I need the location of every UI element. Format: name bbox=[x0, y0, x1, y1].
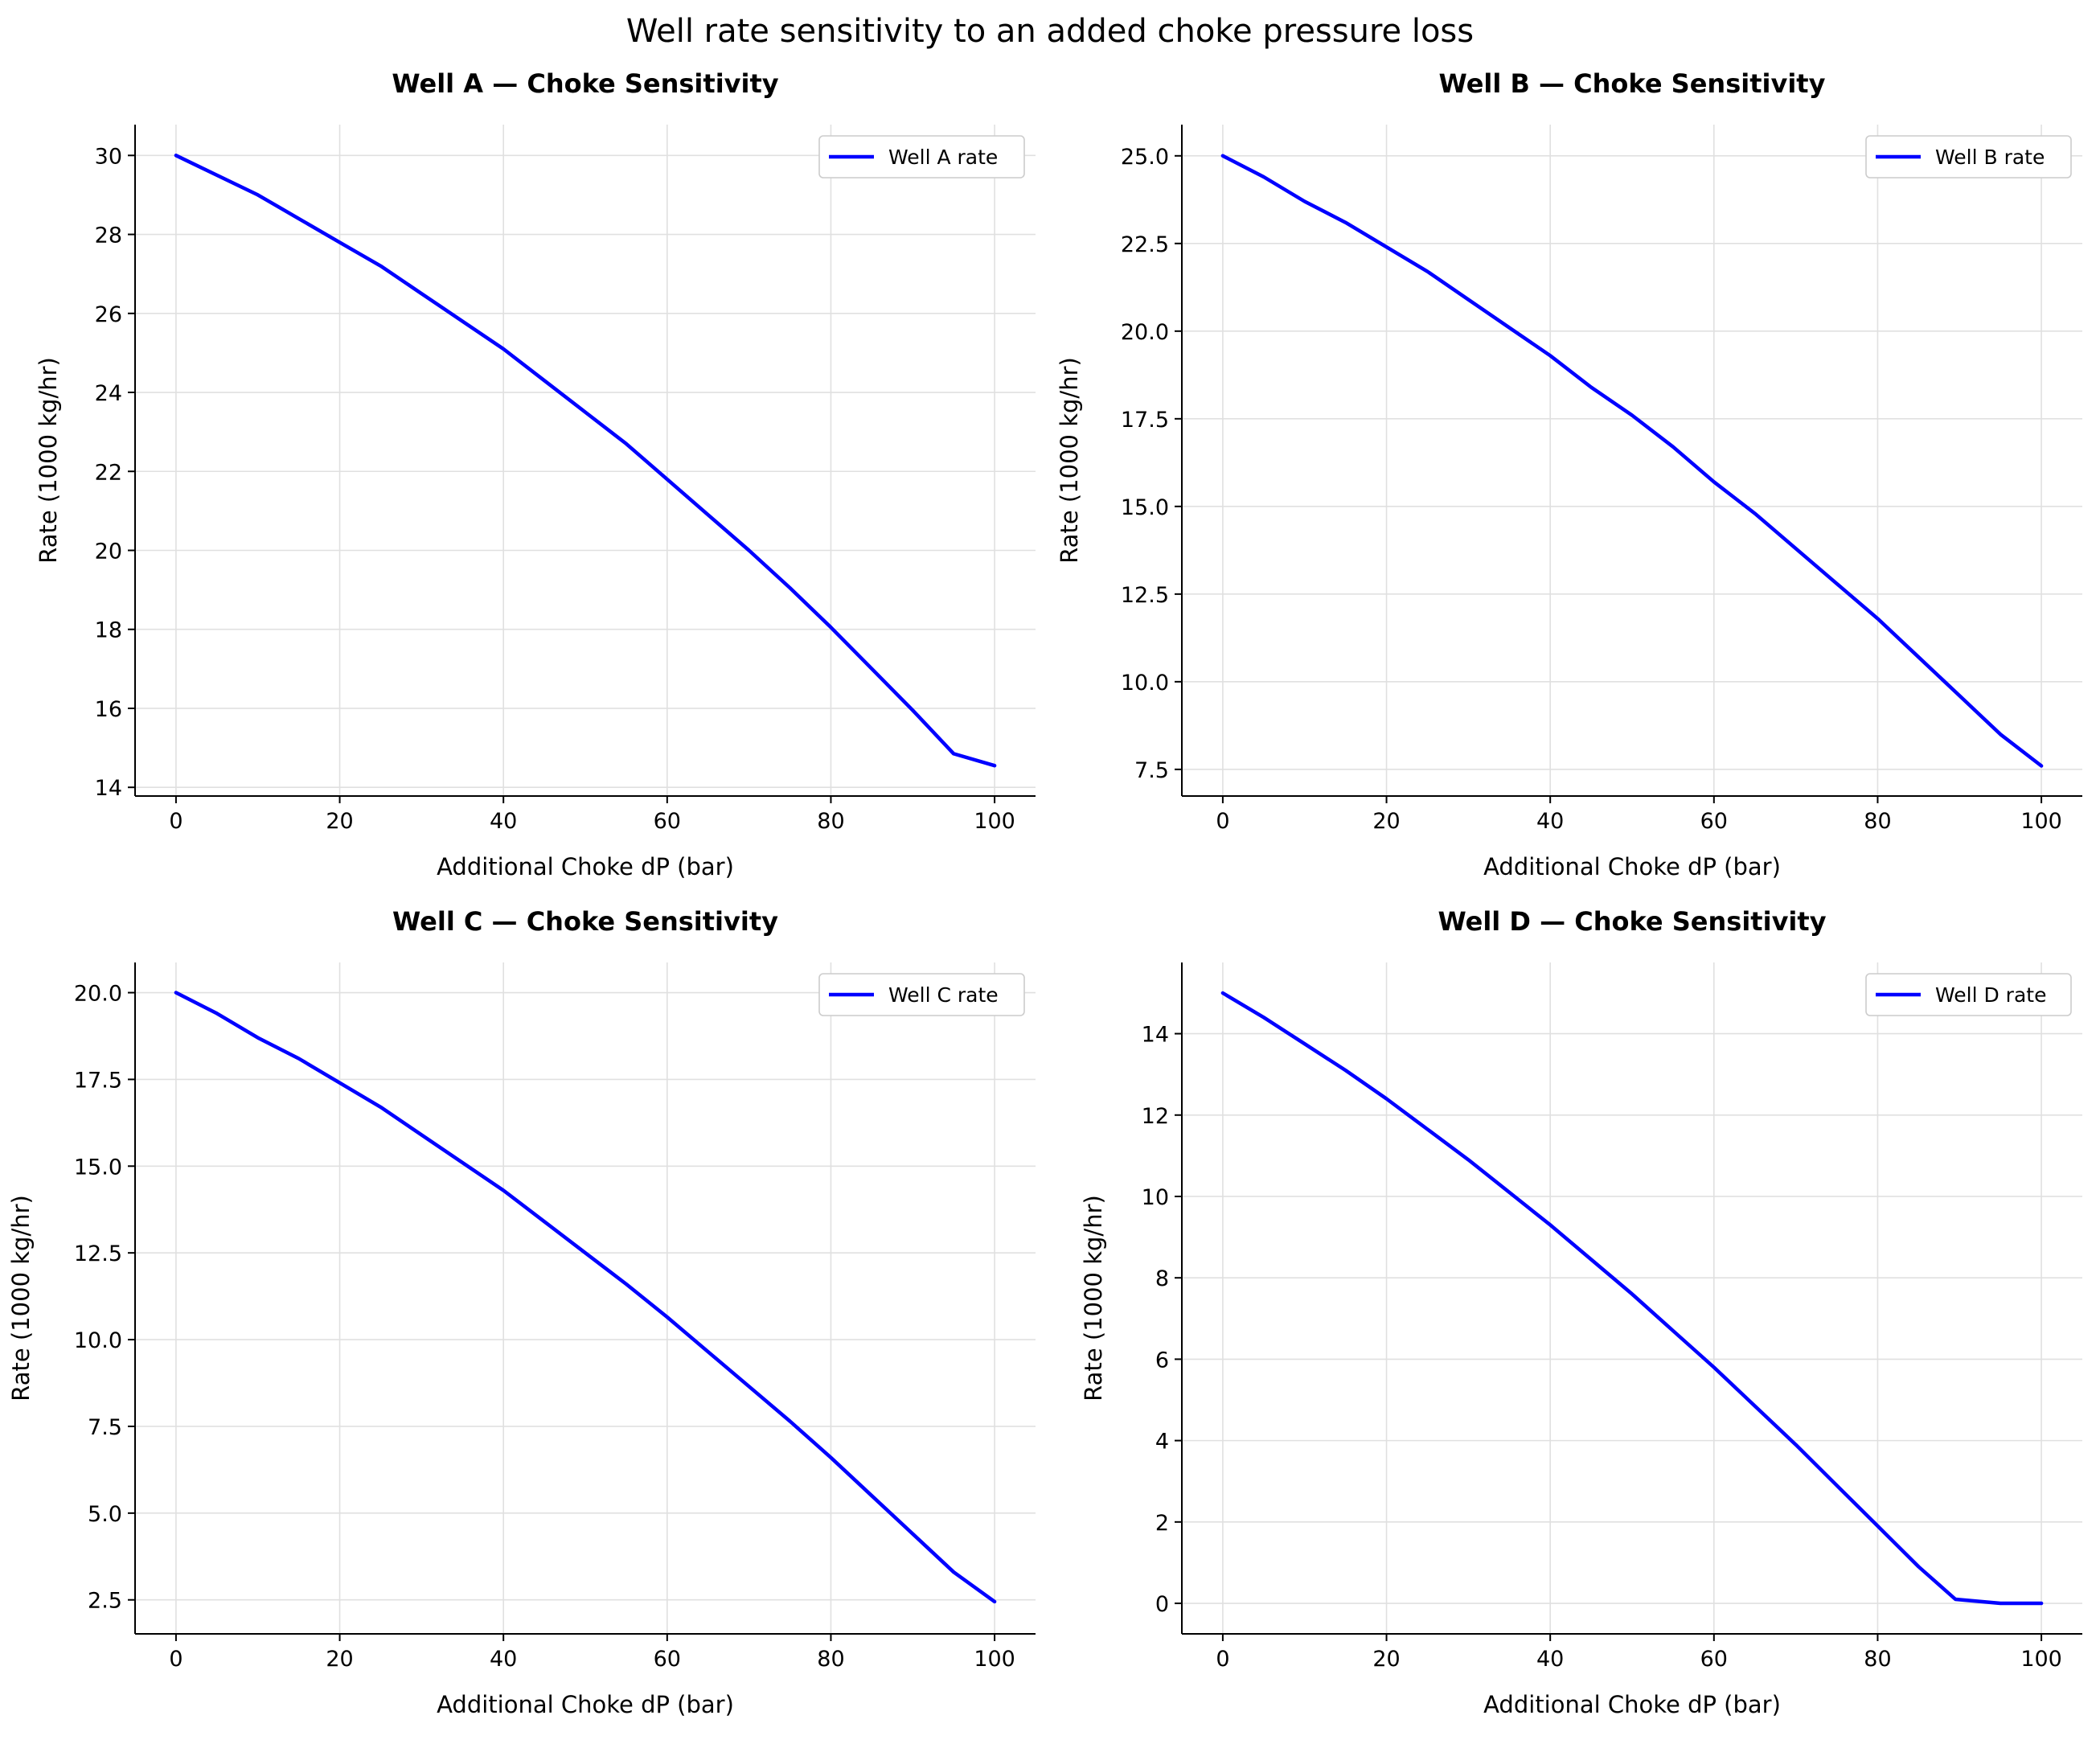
y-tick-label: 10.0 bbox=[1121, 671, 1169, 696]
y-tick-label: 10.0 bbox=[74, 1328, 122, 1353]
x-tick-label: 40 bbox=[490, 1647, 517, 1672]
series-line bbox=[1220, 991, 2044, 1606]
chart-panel: 0 20 40 60 80 100 0 2 4 6 8 10 12 14 Well D — Choke Se… bbox=[1080, 906, 2082, 1718]
chart-panel: 0 20 40 60 80 100 7.5 10.0 12.5 15.0 17.5 20.0 22.5 2… bbox=[1056, 68, 2082, 880]
legend-label: Well C rate bbox=[888, 983, 999, 1007]
y-tick-label: 22 bbox=[95, 460, 122, 485]
y-tick-label: 20.0 bbox=[74, 982, 122, 1007]
x-tick-label: 0 bbox=[169, 1647, 183, 1672]
chart-panel: 0 20 40 60 80 100 2.5 5.0 7.5 10.0 12.5 15.0 17.5 20.… bbox=[7, 906, 1036, 1718]
legend-label: Well D rate bbox=[1935, 983, 2046, 1007]
legend-frame bbox=[1865, 973, 2072, 1016]
legend-label: Well B rate bbox=[1935, 146, 2045, 169]
series-line bbox=[174, 154, 997, 768]
y-tick-label: 20 bbox=[95, 539, 122, 564]
y-tick-label: 16 bbox=[95, 697, 122, 722]
x-tick-label: 60 bbox=[654, 1647, 681, 1672]
y-tick-label: 12 bbox=[1142, 1104, 1169, 1129]
x-tick-label: 20 bbox=[326, 1647, 353, 1672]
y-tick-label: 8 bbox=[1155, 1266, 1169, 1291]
y-tick-label: 24 bbox=[95, 381, 122, 406]
y-tick-label: 22.5 bbox=[1121, 232, 1169, 257]
y-tick-label: 4 bbox=[1155, 1430, 1169, 1455]
y-axis-label: Rate (1000 kg/hr) bbox=[7, 1195, 35, 1401]
y-tick-label: 20.0 bbox=[1121, 320, 1169, 345]
legend-frame bbox=[1865, 135, 2072, 179]
legend: Well B rate bbox=[1865, 135, 2072, 179]
y-tick-label: 12.5 bbox=[1121, 583, 1169, 608]
x-axis-label: Additional Choke dP (bar) bbox=[1483, 853, 1781, 880]
x-tick-label: 100 bbox=[2020, 809, 2062, 834]
y-tick-label: 2 bbox=[1155, 1511, 1169, 1536]
y-tick-label: 26 bbox=[95, 302, 122, 327]
y-tick-label: 17.5 bbox=[74, 1068, 122, 1093]
series-line bbox=[1220, 154, 2044, 768]
legend-frame bbox=[818, 973, 1025, 1016]
legend-frame bbox=[818, 135, 1025, 179]
x-axis-label: Additional Choke dP (bar) bbox=[437, 853, 734, 880]
x-tick-label: 20 bbox=[1372, 1647, 1400, 1672]
x-tick-label: 80 bbox=[817, 1647, 844, 1672]
legend: Well A rate bbox=[818, 135, 1025, 179]
legend-label: Well A rate bbox=[888, 146, 998, 169]
x-axis-label: Additional Choke dP (bar) bbox=[1483, 1691, 1781, 1718]
x-tick-label: 80 bbox=[1864, 1647, 1891, 1672]
x-tick-label: 100 bbox=[974, 1647, 1015, 1672]
x-tick-label: 100 bbox=[974, 809, 1015, 834]
x-tick-label: 60 bbox=[654, 809, 681, 834]
x-tick-label: 60 bbox=[1700, 1647, 1728, 1672]
x-tick-label: 0 bbox=[1216, 809, 1229, 834]
x-tick-label: 60 bbox=[1700, 809, 1728, 834]
x-tick-label: 100 bbox=[2020, 1647, 2062, 1672]
y-tick-label: 7.5 bbox=[1134, 758, 1169, 783]
legend: Well D rate bbox=[1865, 973, 2072, 1016]
y-tick-label: 14 bbox=[1142, 1023, 1169, 1048]
x-tick-label: 20 bbox=[1372, 809, 1400, 834]
y-tick-label: 6 bbox=[1155, 1348, 1169, 1373]
figure-title: Well rate sensitivity to an added choke … bbox=[626, 13, 1474, 50]
y-axis-label: Rate (1000 kg/hr) bbox=[1080, 1195, 1107, 1401]
chart-title: Well C — Choke Sensitivity bbox=[392, 906, 778, 937]
x-tick-label: 40 bbox=[1536, 809, 1564, 834]
x-tick-label: 20 bbox=[326, 809, 353, 834]
x-tick-label: 0 bbox=[1216, 1647, 1229, 1672]
legend: Well C rate bbox=[818, 973, 1025, 1016]
y-tick-label: 30 bbox=[95, 144, 122, 169]
y-tick-label: 28 bbox=[95, 224, 122, 248]
y-tick-label: 2.5 bbox=[88, 1589, 122, 1614]
chart-title: Well A — Choke Sensitivity bbox=[392, 68, 778, 99]
chart-panel: 0 20 40 60 80 100 14 16 18 20 22 24 26 28 30 Well A — C… bbox=[35, 68, 1036, 880]
y-tick-label: 18 bbox=[95, 618, 122, 643]
x-tick-label: 40 bbox=[1536, 1647, 1564, 1672]
y-tick-label: 5.0 bbox=[88, 1502, 122, 1527]
chart-title: Well B — Choke Sensitivity bbox=[1439, 68, 1826, 99]
chart-title: Well D — Choke Sensitivity bbox=[1438, 906, 1826, 937]
y-tick-label: 15.0 bbox=[74, 1155, 122, 1180]
y-tick-label: 12.5 bbox=[74, 1241, 122, 1266]
y-tick-label: 17.5 bbox=[1121, 408, 1169, 433]
y-axis-label: Rate (1000 kg/hr) bbox=[35, 357, 62, 564]
x-tick-label: 80 bbox=[817, 809, 844, 834]
series-line bbox=[174, 991, 997, 1604]
y-tick-label: 15.0 bbox=[1121, 495, 1169, 520]
x-axis-label: Additional Choke dP (bar) bbox=[437, 1691, 734, 1718]
y-tick-label: 0 bbox=[1155, 1592, 1169, 1617]
y-tick-label: 7.5 bbox=[88, 1415, 122, 1440]
x-tick-label: 80 bbox=[1864, 809, 1891, 834]
y-axis-label: Rate (1000 kg/hr) bbox=[1056, 357, 1083, 564]
x-tick-label: 40 bbox=[490, 809, 517, 834]
y-tick-label: 14 bbox=[95, 776, 122, 801]
y-tick-label: 25.0 bbox=[1121, 145, 1169, 170]
x-tick-label: 0 bbox=[169, 809, 183, 834]
y-tick-label: 10 bbox=[1142, 1185, 1169, 1210]
